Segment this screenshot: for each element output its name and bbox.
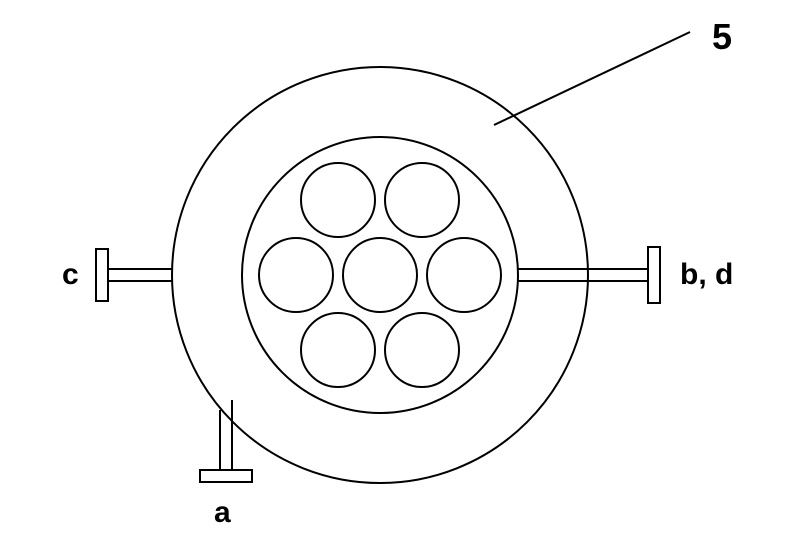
small-circle-middle-left bbox=[259, 238, 333, 312]
label-bd: b, d bbox=[680, 258, 733, 292]
small-circle-top-left bbox=[301, 163, 375, 237]
outer-circle bbox=[172, 67, 588, 483]
small-circle-bottom-left bbox=[301, 313, 375, 387]
label-c: c bbox=[62, 258, 79, 292]
connector-a-cap bbox=[200, 470, 252, 482]
label-5: 5 bbox=[712, 16, 732, 58]
label-a: a bbox=[214, 496, 231, 530]
small-circle-bottom-right bbox=[385, 313, 459, 387]
leader-line-5 bbox=[494, 32, 690, 125]
connector-bd-cap bbox=[648, 247, 660, 303]
small-circle-center bbox=[343, 238, 417, 312]
diagram-container: 5 a c b, d bbox=[0, 0, 800, 534]
small-circle-top-right bbox=[385, 163, 459, 237]
inner-circle bbox=[242, 137, 518, 413]
small-circle-middle-right bbox=[427, 238, 501, 312]
connector-c-cap bbox=[96, 249, 108, 301]
